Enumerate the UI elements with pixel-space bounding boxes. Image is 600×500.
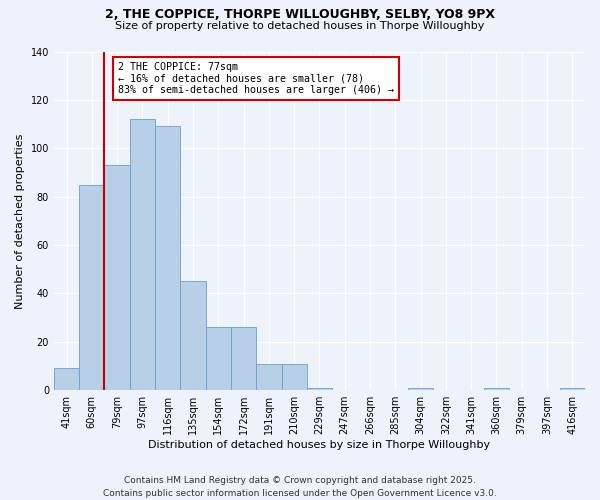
Bar xyxy=(181,282,206,390)
Bar xyxy=(130,119,155,390)
Bar xyxy=(79,184,104,390)
Text: 2 THE COPPICE: 77sqm
← 16% of detached houses are smaller (78)
83% of semi-detac: 2 THE COPPICE: 77sqm ← 16% of detached h… xyxy=(118,62,394,95)
Bar xyxy=(408,388,433,390)
Bar xyxy=(206,328,231,390)
Bar xyxy=(256,364,281,390)
Bar xyxy=(560,388,585,390)
Bar xyxy=(484,388,509,390)
Bar xyxy=(307,388,332,390)
Text: Contains HM Land Registry data © Crown copyright and database right 2025.
Contai: Contains HM Land Registry data © Crown c… xyxy=(103,476,497,498)
Text: 2, THE COPPICE, THORPE WILLOUGHBY, SELBY, YO8 9PX: 2, THE COPPICE, THORPE WILLOUGHBY, SELBY… xyxy=(105,8,495,20)
X-axis label: Distribution of detached houses by size in Thorpe Willoughby: Distribution of detached houses by size … xyxy=(148,440,491,450)
Bar xyxy=(54,368,79,390)
Bar xyxy=(281,364,307,390)
Bar xyxy=(104,165,130,390)
Y-axis label: Number of detached properties: Number of detached properties xyxy=(15,133,25,308)
Text: Size of property relative to detached houses in Thorpe Willoughby: Size of property relative to detached ho… xyxy=(115,21,485,31)
Bar xyxy=(231,328,256,390)
Bar xyxy=(155,126,181,390)
